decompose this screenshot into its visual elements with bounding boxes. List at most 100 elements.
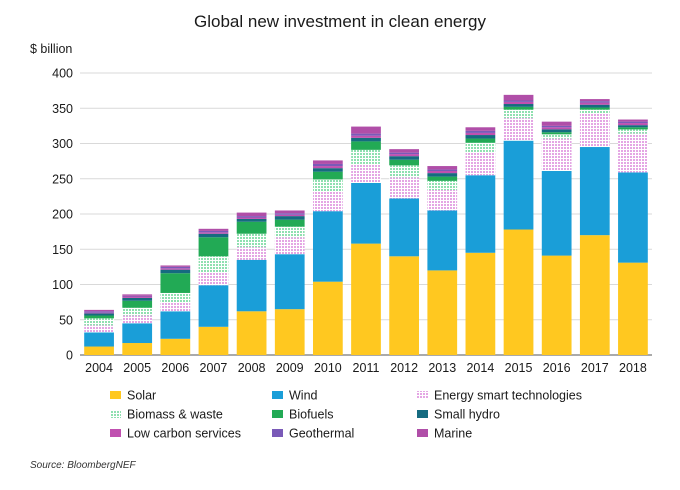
bar-solar-2012 [389, 256, 420, 355]
bar-stack-2008 [236, 212, 267, 355]
bar-solar-2006 [160, 338, 191, 355]
bar-biofuels-2008 [236, 221, 267, 234]
bar-small-hydro-2017 [579, 104, 610, 108]
legend-item-geothermal: Geothermal [272, 427, 354, 441]
legend-label: Biomass & waste [127, 408, 223, 422]
bar-energy-smart-technologies-2009 [274, 237, 305, 255]
x-tick-label: 2006 [161, 361, 189, 375]
x-tick-label: 2009 [276, 361, 304, 375]
bar-marine-2014 [465, 127, 496, 131]
bar-geothermal-2008 [236, 216, 267, 218]
x-tick-label: 2012 [390, 361, 418, 375]
y-tick-label: 300 [52, 137, 73, 151]
bar-energy-smart-technologies-2013 [427, 190, 458, 211]
legend-swatch [110, 429, 121, 437]
legend-swatch [272, 391, 283, 399]
bar-solar-2004 [84, 346, 114, 355]
bar-wind-2012 [389, 198, 420, 257]
bar-energy-smart-technologies-2015 [503, 118, 534, 141]
bar-energy-smart-technologies-2007 [198, 272, 229, 286]
bar-marine-2004 [84, 309, 114, 312]
bar-stack-2007 [198, 228, 229, 355]
y-tick-label: 350 [52, 102, 73, 116]
bar-marine-2005 [122, 294, 153, 296]
bar-small-hydro-2016 [541, 129, 572, 133]
bar-energy-smart-technologies-2011 [351, 163, 381, 183]
legend-swatch [417, 410, 428, 418]
bar-energy-smart-technologies-2008 [236, 247, 267, 260]
bar-small-hydro-2013 [427, 173, 458, 177]
bar-solar-2007 [198, 326, 229, 355]
bar-geothermal-2013 [427, 169, 458, 171]
bar-biomass-waste-2005 [122, 307, 153, 316]
bar-energy-smart-technologies-2010 [312, 191, 343, 212]
x-tick-label: 2011 [353, 361, 380, 375]
bars [84, 94, 648, 355]
bar-stack-2015 [503, 94, 534, 355]
bar-low-carbon-services-2014 [465, 132, 496, 136]
legend-label: Small hydro [434, 408, 500, 422]
legend-swatch [417, 429, 428, 437]
x-tick-label: 2005 [123, 361, 151, 375]
bar-stack-2011 [351, 126, 381, 355]
bar-biomass-waste-2010 [312, 179, 343, 192]
bar-low-carbon-services-2005 [122, 296, 153, 298]
bar-biofuels-2005 [122, 300, 153, 308]
bar-geothermal-2006 [160, 266, 191, 269]
bar-wind-2004 [84, 332, 114, 347]
bar-small-hydro-2005 [122, 297, 153, 301]
bar-biomass-waste-2018 [618, 129, 648, 134]
legend-label: Low carbon services [127, 427, 241, 441]
bar-wind-2005 [122, 323, 153, 344]
bar-biomass-waste-2017 [579, 109, 610, 114]
bar-stack-2004 [84, 309, 114, 355]
bar-small-hydro-2012 [389, 156, 420, 160]
bar-energy-smart-technologies-2006 [160, 302, 191, 312]
bar-low-carbon-services-2018 [618, 123, 648, 126]
bar-marine-2006 [160, 265, 191, 267]
bar-geothermal-2011 [351, 133, 381, 136]
bar-marine-2011 [351, 126, 381, 134]
bar-solar-2011 [351, 243, 381, 355]
legend-label: Geothermal [289, 427, 354, 441]
bar-energy-smart-technologies-2018 [618, 133, 648, 173]
bar-wind-2010 [312, 211, 343, 282]
bar-small-hydro-2007 [198, 233, 229, 238]
bar-biofuels-2009 [274, 219, 305, 227]
bar-solar-2017 [579, 235, 610, 355]
bar-solar-2013 [427, 270, 458, 355]
bar-low-carbon-services-2012 [389, 154, 420, 157]
x-tick-label: 2008 [238, 361, 266, 375]
bar-small-hydro-2014 [465, 135, 496, 139]
bar-biofuels-2013 [427, 176, 458, 181]
legend-swatch [110, 391, 121, 399]
bar-wind-2007 [198, 285, 229, 327]
bar-geothermal-2004 [84, 311, 114, 313]
y-tick-label: 100 [52, 278, 73, 292]
legend-item-low-carbon-services: Low carbon services [110, 427, 241, 441]
y-tick-label: 200 [52, 208, 73, 222]
bar-solar-2008 [236, 311, 267, 355]
bar-geothermal-2010 [312, 163, 343, 167]
y-tick-label: 250 [52, 172, 73, 186]
bar-biofuels-2015 [503, 106, 534, 110]
bar-low-carbon-services-2009 [274, 214, 305, 217]
bar-biofuels-2007 [198, 237, 229, 257]
bar-low-carbon-services-2013 [427, 170, 458, 174]
bar-small-hydro-2018 [618, 125, 648, 128]
bar-stack-2018 [618, 119, 648, 355]
bar-energy-smart-technologies-2017 [579, 113, 610, 148]
x-tick-label: 2014 [466, 361, 494, 375]
x-tick-label: 2016 [543, 361, 571, 375]
bar-stack-2009 [274, 210, 305, 355]
bar-wind-2014 [465, 175, 496, 253]
bar-stack-2005 [122, 294, 153, 355]
bar-wind-2017 [579, 147, 610, 236]
bar-biomass-waste-2012 [389, 165, 420, 178]
bar-biofuels-2016 [541, 132, 572, 135]
legend-swatch [272, 429, 283, 437]
bar-energy-smart-technologies-2014 [465, 151, 496, 176]
bar-energy-smart-technologies-2005 [122, 315, 153, 324]
x-tick-label: 2004 [85, 361, 113, 375]
